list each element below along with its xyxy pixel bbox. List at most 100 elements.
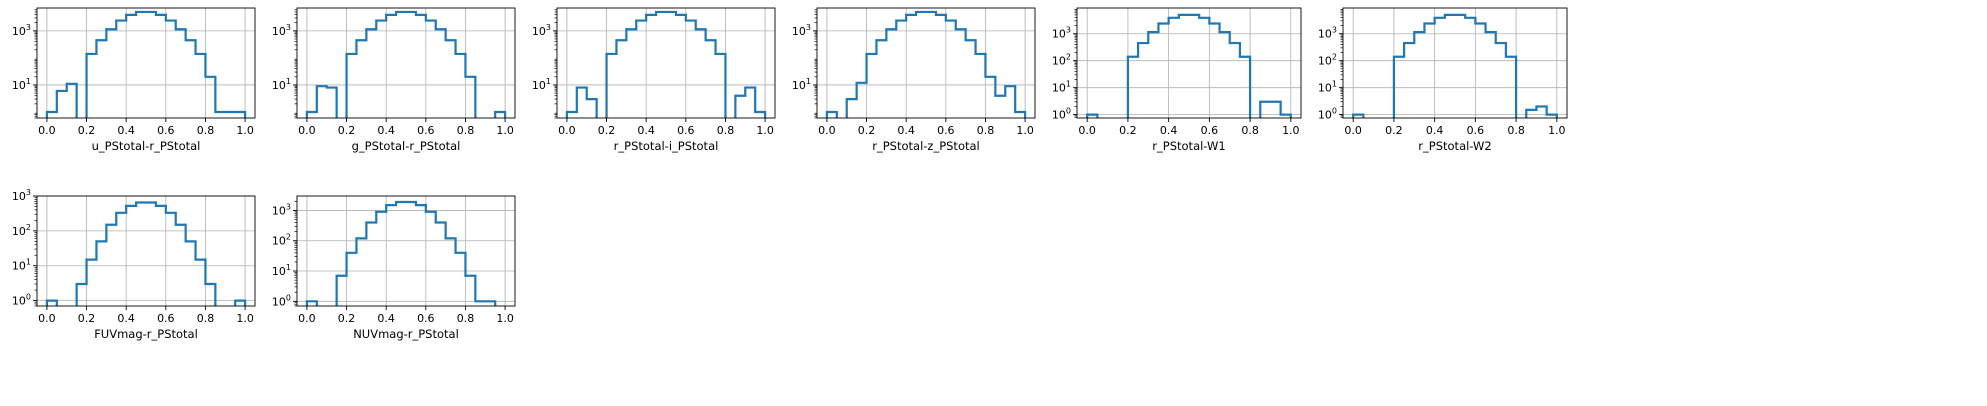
x-tick-label: 0.0 — [38, 124, 56, 137]
y-tick-label: 103 — [272, 202, 291, 217]
x-tick-label: 0.8 — [717, 124, 735, 137]
x-axis-label: u_PStotal-r_PStotal — [92, 139, 201, 153]
x-tick-label: 0.6 — [417, 124, 435, 137]
histogram-step-line — [305, 200, 497, 306]
histogram-step-line — [45, 10, 247, 118]
y-tick-label: 101 — [1318, 80, 1337, 95]
x-tick-label: 0.0 — [818, 124, 836, 137]
histogram-panel-7: 0.0 0.2 0.4 0.6 0.8 1.0 100 101 102 103 FUVmag-r_P… — [12, 188, 256, 341]
x-tick-label: 1.0 — [756, 124, 774, 137]
x-tick-label: 0.6 — [417, 312, 435, 325]
x-tick-label: 1.0 — [1282, 124, 1300, 137]
x-tick-label: 0.8 — [457, 312, 475, 325]
x-tick-label: 0.8 — [197, 124, 215, 137]
x-tick-label: 0.2 — [598, 124, 616, 137]
x-tick-label: 0.4 — [377, 124, 395, 137]
plot-frame — [296, 195, 516, 307]
x-tick-label: 0.2 — [858, 124, 876, 137]
x-tick-label: 0.4 — [1160, 124, 1178, 137]
y-tick-label: 103 — [1052, 26, 1071, 41]
y-tick-label: 101 — [792, 77, 811, 92]
y-tick-label: 101 — [12, 258, 31, 273]
histogram-step-line — [45, 201, 247, 306]
histogram-step-line — [1086, 13, 1292, 118]
y-tick-label: 101 — [1052, 80, 1071, 95]
y-tick-label: 102 — [272, 233, 291, 248]
x-axis-label: r_PStotal-W2 — [1418, 139, 1491, 153]
y-tick-label: 101 — [272, 77, 291, 92]
y-tick-label: 102 — [1318, 53, 1337, 68]
plot-frame — [556, 7, 776, 119]
histogram-panel-8: 0.0 0.2 0.4 0.6 0.8 1.0 100 101 102 103 NUVmag-r_P… — [272, 195, 516, 341]
x-tick-label: 0.2 — [1119, 124, 1137, 137]
x-tick-label: 0.6 — [157, 312, 175, 325]
x-tick-label: 1.0 — [496, 312, 514, 325]
y-tick-label: 100 — [272, 293, 291, 308]
x-tick-label: 0.2 — [78, 124, 96, 137]
x-tick-label: 0.0 — [38, 312, 56, 325]
x-tick-label: 0.0 — [1344, 124, 1362, 137]
x-tick-label: 0.0 — [298, 312, 316, 325]
y-tick-label: 100 — [1318, 107, 1337, 122]
x-tick-label: 0.4 — [117, 124, 135, 137]
x-tick-label: 0.4 — [117, 312, 135, 325]
plot-frame — [816, 7, 1036, 119]
y-tick-label: 103 — [272, 23, 291, 38]
y-tick-label: 102 — [12, 223, 31, 238]
x-axis-label: r_PStotal-z_PStotal — [872, 139, 979, 153]
x-tick-label: 0.6 — [1467, 124, 1485, 137]
y-tick-label: 101 — [272, 263, 291, 278]
x-tick-label: 0.4 — [1426, 124, 1444, 137]
plot-frame — [296, 7, 516, 119]
x-tick-label: 0.2 — [78, 312, 96, 325]
y-tick-label: 103 — [792, 23, 811, 38]
y-tick-label: 103 — [1318, 26, 1337, 41]
histogram-panel-3: 0.0 0.2 0.4 0.6 0.8 1.0 101 103 r_PStotal-i_PSto… — [532, 7, 776, 153]
x-tick-label: 0.8 — [977, 124, 995, 137]
histogram-step-line — [825, 10, 1027, 118]
y-tick-label: 101 — [532, 77, 551, 92]
x-axis-label: NUVmag-r_PStotal — [353, 327, 459, 341]
plot-frame — [36, 7, 256, 119]
x-tick-label: 1.0 — [236, 124, 254, 137]
x-tick-label: 1.0 — [236, 312, 254, 325]
x-axis-label: g_PStotal-r_PStotal — [352, 139, 461, 153]
x-tick-label: 0.8 — [457, 124, 475, 137]
histogram-panel-4: 0.0 0.2 0.4 0.6 0.8 1.0 101 103 r_PStotal-z_PSto… — [792, 7, 1036, 153]
plot-frame — [36, 195, 256, 307]
y-tick-label: 103 — [12, 188, 31, 203]
x-tick-label: 0.6 — [157, 124, 175, 137]
histogram-panel-5: 0.0 0.2 0.4 0.6 0.8 1.0 100 101 102 103 r_PStotal-… — [1052, 7, 1302, 153]
histogram-step-line — [565, 10, 767, 118]
y-tick-label: 103 — [12, 23, 31, 38]
x-tick-label: 0.2 — [338, 124, 356, 137]
y-tick-label: 101 — [12, 77, 31, 92]
x-tick-label: 0.8 — [1507, 124, 1525, 137]
histogram-panel-1: 0.0 0.2 0.4 0.6 0.8 1.0 101 103 u_PStotal-r_PSto… — [12, 7, 256, 153]
plot-frame — [1342, 7, 1568, 119]
x-tick-label: 0.0 — [1078, 124, 1096, 137]
x-tick-label: 0.2 — [1385, 124, 1403, 137]
x-tick-label: 0.6 — [937, 124, 955, 137]
y-tick-label: 100 — [12, 293, 31, 308]
x-tick-label: 1.0 — [1016, 124, 1034, 137]
x-axis-label: FUVmag-r_PStotal — [94, 327, 198, 341]
histogram-panel-2: 0.0 0.2 0.4 0.6 0.8 1.0 101 103 g_PStotal-r_PSto… — [272, 7, 516, 153]
x-tick-label: 0.0 — [558, 124, 576, 137]
histogram-step-line — [305, 10, 507, 118]
y-tick-label: 102 — [1052, 53, 1071, 68]
x-tick-label: 0.8 — [197, 312, 215, 325]
histogram-step-line — [1352, 13, 1558, 118]
x-axis-label: r_PStotal-i_PStotal — [614, 139, 719, 153]
x-tick-label: 0.4 — [637, 124, 655, 137]
y-tick-label: 103 — [532, 23, 551, 38]
histogram-panel-6: 0.0 0.2 0.4 0.6 0.8 1.0 100 101 102 103 r_PStotal-… — [1318, 7, 1568, 153]
x-tick-label: 0.0 — [298, 124, 316, 137]
x-tick-label: 1.0 — [1548, 124, 1566, 137]
x-tick-label: 0.4 — [897, 124, 915, 137]
x-tick-label: 0.6 — [677, 124, 695, 137]
x-tick-label: 1.0 — [496, 124, 514, 137]
x-tick-label: 0.8 — [1241, 124, 1259, 137]
x-tick-label: 0.2 — [338, 312, 356, 325]
